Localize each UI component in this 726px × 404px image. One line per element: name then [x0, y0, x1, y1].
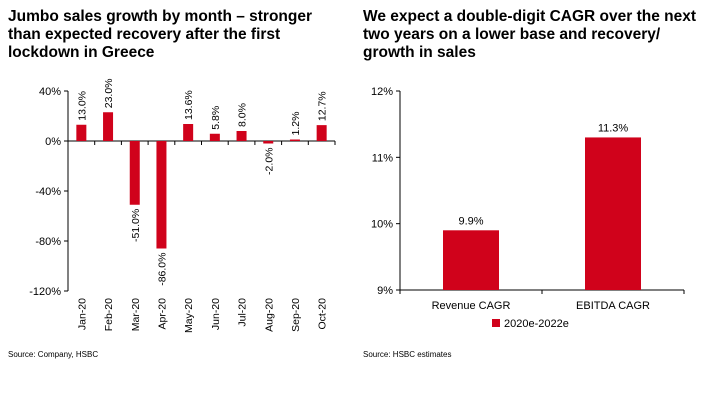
bar-jul-20: [236, 131, 247, 141]
left-y-tick-label: 0%: [45, 136, 61, 148]
bar-aug-20: [263, 141, 274, 144]
bar-data-label: -2.0%: [263, 148, 275, 175]
bar-data-label: 9.9%: [458, 215, 483, 227]
left-source-note: Source: Company, HSBC: [8, 350, 99, 359]
right-y-tick-label: 9%: [377, 285, 393, 297]
bar-data-label: 12.7%: [317, 91, 329, 121]
left-x-tick-label: Oct-20: [317, 298, 329, 330]
left-x-tick-label: Feb-20: [103, 298, 115, 331]
left-y-tick-label: -120%: [29, 286, 61, 298]
bar-jun-20: [209, 133, 220, 141]
bar-may-20: [183, 124, 194, 141]
bar-data-label: 1.2%: [290, 112, 302, 136]
bar-data-label: -51.0%: [130, 209, 142, 242]
legend-label: 2020e-2022e: [504, 318, 569, 330]
left-chart-title: Jumbo sales growth by month – stronger t…: [8, 8, 313, 61]
left-x-tick-label: Apr-20: [156, 298, 168, 330]
legend: 2020e-2022e: [492, 318, 569, 330]
bar-data-label: 23.0%: [103, 78, 115, 108]
bar-mar-20: [129, 141, 140, 205]
left-x-tick-label: Jul-20: [237, 298, 249, 327]
left-x-tick-label: Jun-20: [210, 298, 222, 330]
bar-oct-20: [316, 125, 327, 141]
left-x-tick-label: Mar-20: [130, 298, 142, 331]
right-chart-title: We expect a double-digit CAGR over the n…: [363, 8, 697, 61]
bar-data-label: -86.0%: [156, 253, 168, 286]
bar-revenue-cagr: [443, 230, 499, 290]
right-source-note: Source: HSBC estimates: [363, 350, 452, 359]
left-y-tick-label: -80%: [35, 236, 61, 248]
right-y-tick-label: 12%: [371, 86, 393, 98]
bar-data-label: 5.8%: [210, 106, 222, 130]
monthly-sales-growth-chart: 40% 0% -40% -80% -120% 13.0% Jan-20 23.0% Feb-20…: [29, 78, 336, 333]
right-y-tick-label: 10%: [371, 219, 393, 231]
bar-data-label: 8.0%: [237, 103, 249, 127]
left-x-tick-label: May-20: [183, 298, 195, 333]
bar-apr-20: [156, 141, 167, 249]
bar-sep-20: [289, 139, 300, 141]
legend-swatch: [492, 319, 500, 327]
left-x-tick-label: Aug-20: [263, 298, 275, 332]
bar-data-label: 13.6%: [183, 90, 195, 120]
bar-ebitda-cagr: [585, 137, 641, 290]
bar-jan-20: [76, 124, 87, 141]
right-y-tick-label: 11%: [372, 152, 393, 164]
right-x-tick-label: EBITDA CAGR: [576, 300, 650, 312]
right-x-tick-label: Revenue CAGR: [432, 300, 511, 312]
left-y-tick-label: 40%: [39, 86, 61, 98]
bar-data-label: 11.3%: [598, 122, 629, 134]
left-y-tick-label: -40%: [35, 186, 61, 198]
bar-data-label: 13.0%: [76, 91, 88, 121]
bar-feb-20: [103, 112, 114, 141]
left-x-tick-label: Sep-20: [290, 298, 302, 332]
left-x-tick-label: Jan-20: [76, 298, 88, 330]
cagr-chart: 12% 11% 10% 9% 9.9% Revenue CAGR 11.3% EBITDA C…: [371, 86, 685, 330]
